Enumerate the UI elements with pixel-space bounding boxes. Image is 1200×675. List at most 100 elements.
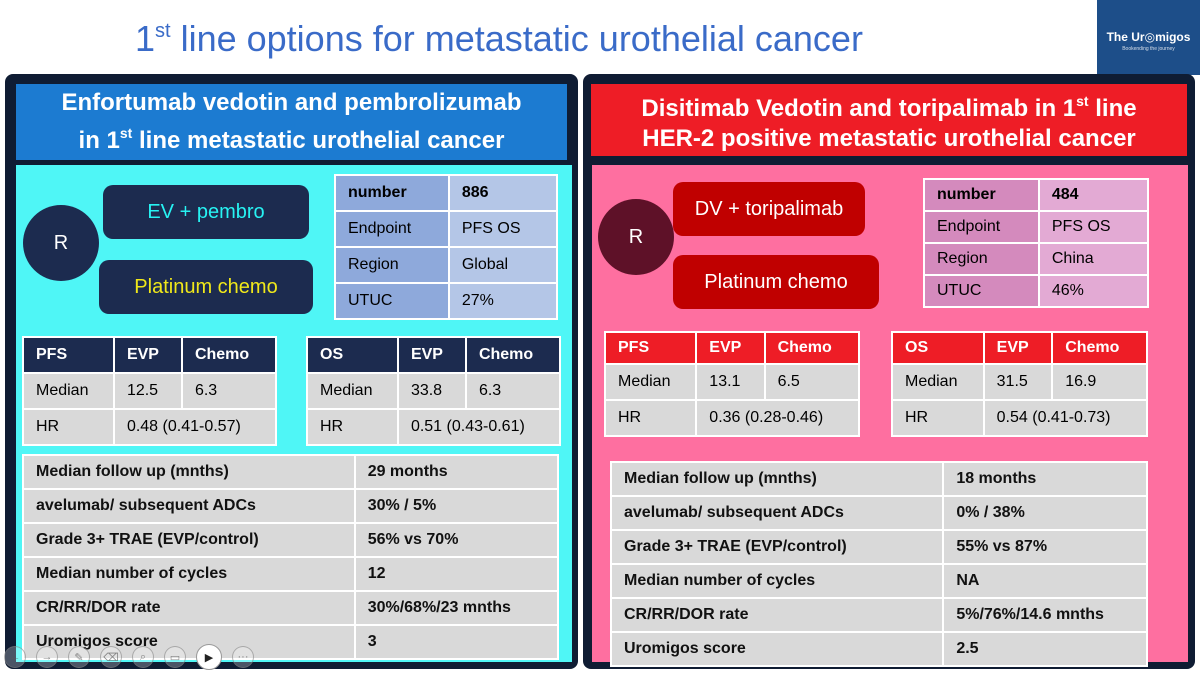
table-cell: 12.5	[112, 372, 183, 410]
table-cell: 0.51 (0.43-0.61)	[396, 408, 562, 446]
subtitles-icon[interactable]: ▭	[164, 646, 186, 668]
previous-slide-icon[interactable]: ←	[4, 646, 26, 668]
table-cell: 16.9	[1051, 363, 1148, 401]
summary-value: NA	[942, 563, 1148, 599]
right-trial-panel: Disitimab Vedotin and toripalimab in 1st…	[583, 74, 1195, 669]
trial-info-label: number	[334, 174, 450, 212]
trial-info-row: UTUC 27%	[334, 282, 559, 320]
trial-info-row: number 484	[923, 178, 1150, 212]
summary-label: Grade 3+ TRAE (EVP/control)	[22, 522, 356, 558]
table-cell: HR	[22, 408, 115, 446]
trial-info-row: Endpoint PFS OS	[334, 210, 559, 248]
summary-value: 29 months	[353, 454, 560, 490]
summary-value: 0% / 38%	[942, 495, 1148, 531]
pfs-median-row: Median 13.1 6.5	[603, 363, 861, 401]
summary-row: Median follow up (mnths) 29 months	[22, 454, 560, 490]
left-header-line2: in 1st line metastatic urothelial cancer	[78, 125, 505, 154]
trial-info-value: 27%	[447, 282, 559, 320]
os-median-row: Median 33.8 6.3	[306, 372, 562, 410]
trial-info-row: number 886	[334, 174, 559, 212]
table-header-row: PFS EVP Chemo	[603, 331, 861, 365]
table-cell: HR	[603, 399, 698, 437]
right-os-table: OS EVP Chemo Median 31.5 16.9 HR 0.54 (0…	[891, 331, 1149, 437]
left-summary-table: Median follow up (mnths) 29 months aveluma…	[22, 454, 560, 660]
right-header-line1: Disitimab Vedotin and toripalimab in 1st…	[641, 93, 1137, 122]
pfs-header-evp: EVP	[112, 336, 183, 374]
trial-info-row: Endpoint PFS OS	[923, 210, 1150, 244]
pfs-header-label: PFS	[22, 336, 115, 374]
os-hr-row: HR 0.51 (0.43-0.61)	[306, 408, 562, 446]
trial-info-value: 46%	[1037, 274, 1150, 308]
summary-row: avelumab/ subsequent ADCs 30% / 5%	[22, 488, 560, 524]
summary-row: Median follow up (mnths) 18 months	[609, 461, 1148, 497]
left-os-table: OS EVP Chemo Median 33.8 6.3 HR 0.51 (0.…	[306, 336, 562, 446]
left-trial-panel: Enfortumab vedotin and pembrolizumab in …	[5, 74, 578, 669]
pfs-header-chemo: Chemo	[763, 331, 861, 365]
uromigos-logo: The Ur◎migos Bookending the journey	[1097, 0, 1200, 75]
pen-icon[interactable]: ✎	[68, 646, 90, 668]
summary-value: 55% vs 87%	[942, 529, 1148, 565]
pfs-hr-row: HR 0.48 (0.41-0.57)	[22, 408, 278, 446]
camera-icon[interactable]: ▶	[196, 644, 222, 670]
right-header-line2: HER-2 positive metastatic urothelial can…	[642, 125, 1136, 152]
right-panel-header: Disitimab Vedotin and toripalimab in 1st…	[591, 84, 1187, 156]
right-panel-body: R DV + toripalimab Platinum chemo number…	[592, 165, 1188, 667]
summary-value: 30%/68%/23 mnths	[353, 590, 560, 626]
table-cell: 0.48 (0.41-0.57)	[112, 408, 278, 446]
left-trial-info-table: number 886 Endpoint PFS OS Region Global UTUC 2…	[334, 174, 559, 320]
left-randomization-circle: R	[23, 205, 99, 281]
left-arm-ev-pembro: EV + pembro	[103, 185, 309, 239]
right-randomization-circle: R	[598, 199, 674, 275]
summary-row: CR/RR/DOR rate 5%/76%/14.6 mnths	[609, 597, 1148, 633]
presentation-toolbar: ← → ✎ ⌫ ⌕ ▭ ▶ ···	[4, 643, 254, 671]
trial-info-value: 886	[447, 174, 559, 212]
next-slide-icon[interactable]: →	[36, 646, 58, 668]
pfs-header-evp: EVP	[695, 331, 766, 365]
trial-info-label: Region	[923, 242, 1040, 276]
table-cell: 0.36 (0.28-0.46)	[695, 399, 860, 437]
pfs-hr-row: HR 0.36 (0.28-0.46)	[603, 399, 860, 437]
trial-info-label: UTUC	[923, 274, 1040, 308]
pfs-median-row: Median 12.5 6.3	[22, 372, 278, 410]
left-panel-header: Enfortumab vedotin and pembrolizumab in …	[16, 84, 567, 160]
trial-info-label: Endpoint	[923, 210, 1040, 244]
trial-info-value: Global	[447, 246, 559, 284]
table-cell: 0.54 (0.41-0.73)	[982, 399, 1149, 437]
trial-info-value: 484	[1037, 178, 1150, 212]
os-median-row: Median 31.5 16.9	[891, 363, 1148, 401]
os-header-chemo: Chemo	[1051, 331, 1148, 365]
slide-title: 1st line options for metastatic urotheli…	[135, 18, 863, 59]
pfs-header-chemo: Chemo	[180, 336, 278, 374]
zoom-icon[interactable]: ⌕	[132, 646, 154, 668]
summary-value: 5%/76%/14.6 mnths	[942, 597, 1148, 633]
summary-row: CR/RR/DOR rate 30%/68%/23 mnths	[22, 590, 560, 626]
table-cell: Median	[306, 372, 399, 410]
summary-label: Median number of cycles	[609, 563, 945, 599]
trial-info-label: number	[923, 178, 1040, 212]
table-cell: 6.3	[180, 372, 278, 410]
table-cell: Median	[891, 363, 985, 401]
left-panel-body: R EV + pembro Platinum chemo number 886 En…	[16, 165, 572, 662]
os-hr-row: HR 0.54 (0.41-0.73)	[891, 399, 1149, 437]
trial-info-row: UTUC 46%	[923, 274, 1150, 308]
os-header-chemo: Chemo	[464, 336, 562, 374]
summary-row: Median number of cycles NA	[609, 563, 1148, 599]
summary-label: Uromigos score	[609, 631, 945, 667]
summary-label: CR/RR/DOR rate	[22, 590, 356, 626]
trial-info-row: Region Global	[334, 246, 559, 284]
trial-info-label: Region	[334, 246, 450, 284]
table-cell: HR	[306, 408, 399, 446]
table-cell: HR	[891, 399, 985, 437]
table-cell: 6.3	[464, 372, 562, 410]
table-cell: Median	[22, 372, 115, 410]
table-cell: 6.5	[763, 363, 861, 401]
os-header-label: OS	[306, 336, 399, 374]
left-header-line1: Enfortumab vedotin and pembrolizumab	[61, 89, 522, 116]
summary-value: 18 months	[942, 461, 1148, 497]
summary-row: Grade 3+ TRAE (EVP/control) 55% vs 87%	[609, 529, 1148, 565]
eraser-icon[interactable]: ⌫	[100, 646, 122, 668]
summary-value: 12	[353, 556, 560, 592]
trial-info-value: PFS OS	[1037, 210, 1150, 244]
summary-label: avelumab/ subsequent ADCs	[22, 488, 356, 524]
more-options-icon[interactable]: ···	[232, 646, 254, 668]
